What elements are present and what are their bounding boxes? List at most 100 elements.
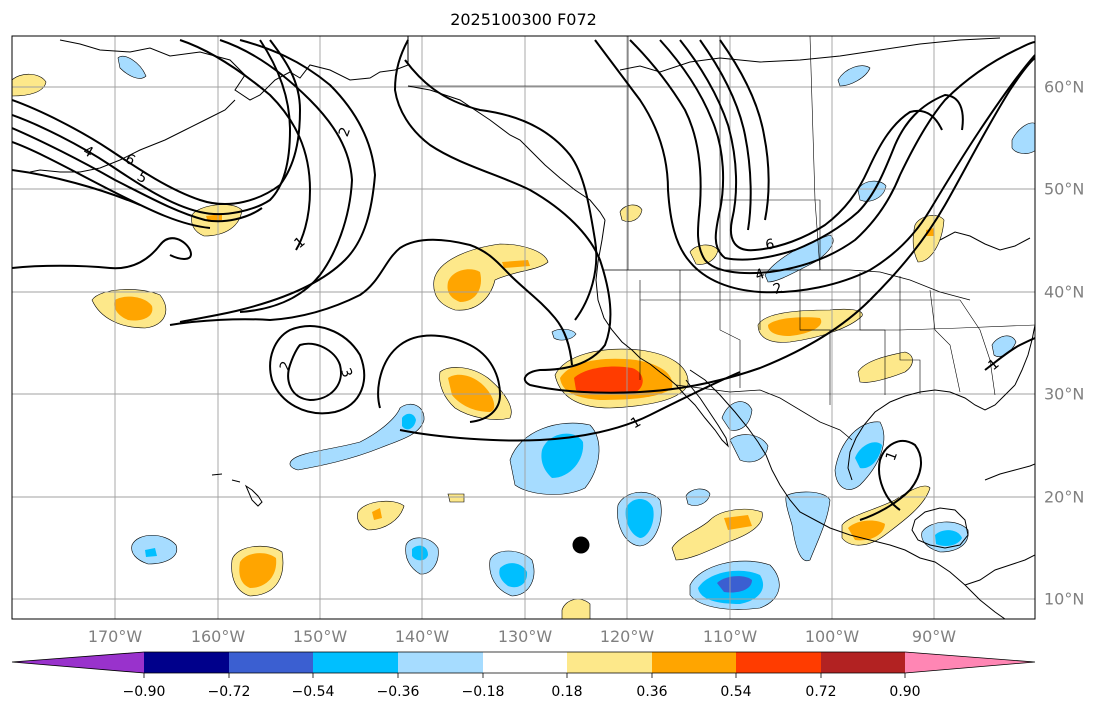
colorbar-segment — [229, 652, 313, 673]
contour-line — [12, 141, 211, 229]
contour-label: 6 — [764, 236, 776, 253]
contour-line — [179, 39, 312, 251]
contour-line — [699, 39, 752, 231]
colorbar-ticks — [143, 673, 906, 678]
latitude-labels: 60°N 50°N 40°N 30°N 20°N 10°N — [1044, 78, 1084, 609]
lon-label: 170°W — [88, 627, 143, 646]
colorbar-extend-high — [905, 652, 1035, 673]
colorbar-segment — [144, 652, 229, 673]
colorbar-tick-label: −0.36 — [377, 684, 420, 700]
colorbar-tick-label: 0.18 — [551, 684, 582, 700]
contour-line — [629, 39, 1035, 275]
florida-east-coast — [1014, 324, 1035, 386]
lon-label: 140°W — [395, 627, 450, 646]
anomaly-blob — [729, 434, 769, 463]
bc-coast — [595, 219, 677, 386]
anomaly-blob — [499, 563, 528, 588]
anomaly-blob — [117, 56, 147, 79]
anomaly-blob — [561, 598, 591, 619]
colorbar-segment — [398, 652, 483, 673]
contour-line — [984, 337, 1035, 371]
colorbar-segment — [652, 652, 736, 673]
colorbar-tick-label: −0.54 — [292, 684, 335, 700]
contour-line — [219, 39, 354, 313]
mexico-west-coast — [689, 369, 1006, 619]
anomaly-blob — [848, 520, 885, 541]
anomaly-blob — [724, 515, 752, 530]
state-border — [800, 324, 1035, 331]
lon-label: 110°W — [703, 627, 758, 646]
colorbar: −0.90 −0.72 −0.54 −0.36 −0.18 0.18 0.36 … — [11, 651, 1036, 700]
anomaly-blob — [912, 215, 945, 263]
contour-line — [12, 169, 141, 206]
canada-province-borders — [408, 36, 821, 271]
colorbar-segment — [567, 652, 652, 673]
baja-california — [675, 379, 729, 448]
colorbar-segment — [483, 652, 567, 673]
anomaly-blob — [114, 296, 153, 321]
lat-label: 20°N — [1044, 488, 1084, 507]
us-state-borders — [639, 199, 1035, 405]
anomaly-blob — [145, 548, 157, 557]
central-america — [964, 554, 1035, 586]
lon-label: 150°W — [293, 627, 348, 646]
contour-line — [179, 39, 377, 323]
yucatan — [911, 507, 969, 549]
lat-label: 50°N — [1044, 180, 1084, 199]
cuba — [984, 463, 1035, 481]
anomaly-blob — [289, 404, 425, 471]
anomaly-blob — [402, 413, 416, 430]
anomaly-blob — [717, 576, 752, 593]
lat-label: 60°N — [1044, 78, 1084, 97]
lon-label: 160°W — [191, 627, 246, 646]
state-border — [720, 199, 821, 270]
contour-line — [12, 127, 263, 223]
colorbar-segment — [736, 652, 821, 673]
contour-line — [377, 334, 502, 423]
great-lakes — [939, 231, 1031, 251]
lat-label: 30°N — [1044, 385, 1084, 404]
lon-label: 90°W — [912, 627, 956, 646]
contour-line — [12, 39, 302, 206]
coastlines-borders — [29, 36, 1035, 619]
aleutians — [29, 99, 236, 173]
province-border — [809, 36, 821, 271]
state-border — [929, 289, 961, 393]
map-title: 2025100300 F072 — [450, 10, 597, 29]
anomaly-blob — [625, 499, 654, 538]
anomaly-blob — [12, 73, 47, 97]
contour-line — [719, 39, 770, 221]
anomaly-blob — [768, 317, 822, 336]
anomaly-blob — [502, 260, 530, 268]
alaska-coast — [59, 36, 409, 101]
anomaly-blob — [239, 553, 277, 588]
colorbar-tick-label: 0.72 — [805, 684, 836, 700]
anomaly-blob — [1011, 122, 1035, 154]
lon-label: 120°W — [600, 627, 655, 646]
colorbar-tick-label: −0.72 — [208, 684, 251, 700]
se-alaska-coast — [407, 85, 606, 221]
storm-position-marker — [572, 536, 590, 554]
contour-line — [594, 39, 1035, 294]
anomaly-blob — [447, 269, 482, 302]
contour-line — [404, 59, 598, 321]
contour-line — [169, 238, 573, 366]
state-border — [959, 299, 996, 396]
anomaly-blob — [574, 366, 643, 395]
height-contours — [12, 39, 1035, 521]
anomaly-blob — [837, 65, 871, 87]
contour-line — [287, 342, 342, 402]
colorbar-tick-label: 0.90 — [889, 684, 920, 700]
anomaly-blob — [448, 374, 495, 412]
anomaly-blob — [785, 491, 831, 562]
lon-label: 130°W — [498, 627, 553, 646]
anomaly-blob — [412, 545, 428, 561]
contour-line — [399, 371, 741, 442]
contour-line — [393, 39, 1035, 394]
anomaly-blob — [541, 433, 584, 478]
anomaly-blob — [926, 228, 934, 236]
colorbar-segment — [313, 652, 398, 673]
lat-label: 40°N — [1044, 283, 1084, 302]
colorbar-tick-labels: −0.90 −0.72 −0.54 −0.36 −0.18 0.18 0.36 … — [123, 684, 921, 700]
colorbar-segment — [821, 652, 905, 673]
